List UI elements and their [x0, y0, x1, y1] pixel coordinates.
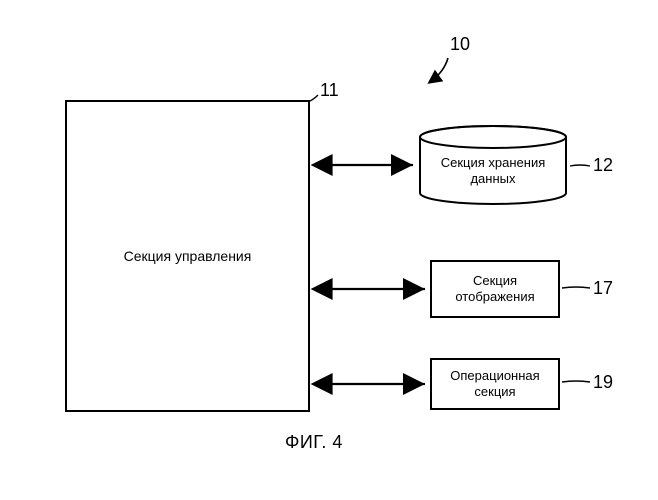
- figure-caption: ΦИГ. 4: [285, 432, 343, 453]
- edge-control-operation: [0, 0, 658, 500]
- figure-canvas: 10 Секция управления 11 Секция хранения …: [0, 0, 658, 500]
- node-storage-label: Секция хранения данных: [435, 155, 552, 188]
